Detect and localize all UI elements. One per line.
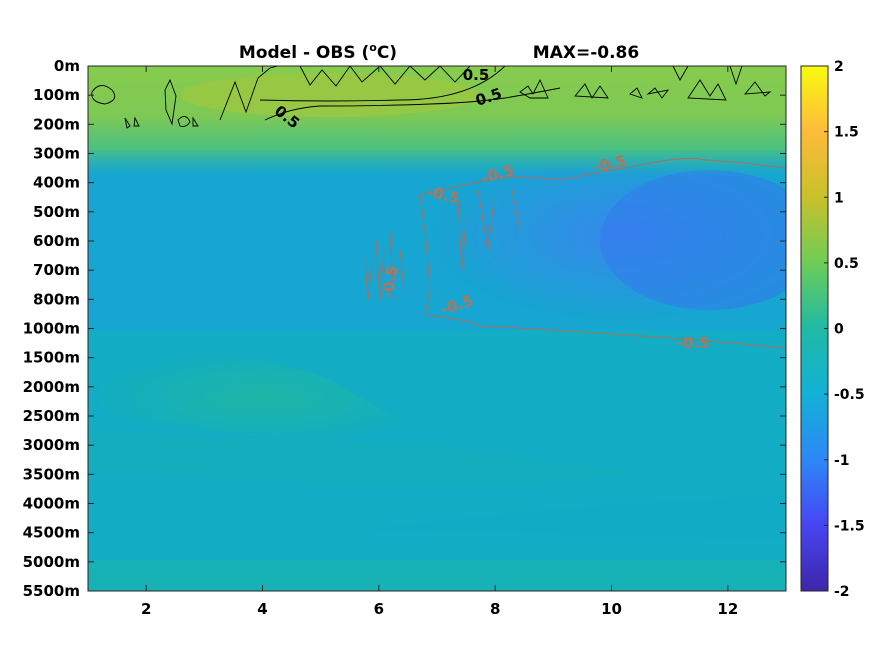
y-tick-label: 5000m [23,553,80,571]
y-tick-label: 700m [33,261,80,279]
y-tick-label: 3500m [23,465,80,483]
colorbar-tick-label: 0 [834,322,844,338]
heatmap-field [88,66,786,591]
y-tick-label: 5500m [23,582,80,600]
chart-title: Model - OBS (oC) [239,41,397,63]
colorbar-tick-label: 0.5 [834,256,859,272]
y-tick-label: 4000m [23,495,80,513]
y-tick-label: 800m [33,290,80,308]
colorbar-tick-label: -0.5 [834,387,865,403]
colorbar-axis: 2 1.5 1 0.5 0 -0.5 -1 -1.5 -2 [824,59,865,600]
negative-contours [364,157,786,349]
colorbar-tick-label: -2 [834,584,850,600]
colorbar-tick-label: 1.5 [834,125,859,141]
y-axis: 0m 100m 200m 300m 400m 500m 600m 700m 800m 1000m 1… [23,57,786,600]
colorbar-tick-label: -1.5 [834,518,865,534]
y-tick-label: 2500m [23,407,80,425]
colorbar-tick-label: 1 [834,190,844,206]
x-axis: 2 4 6 8 10 12 [141,66,738,618]
x-tick-label: 4 [257,600,267,618]
y-tick-label: 200m [33,115,80,133]
positive-contours [91,66,772,129]
y-tick-label: 2000m [23,378,80,396]
y-tick-label: 3000m [23,436,80,454]
x-tick-label: 8 [490,600,500,618]
y-tick-label: 1000m [23,320,80,338]
y-tick-label: 4500m [23,524,80,542]
x-tick-label: 2 [141,600,151,618]
contour-label: -0.5 [677,334,710,352]
colorbar-tick-label: -1 [834,453,850,469]
y-tick-label: 100m [33,86,80,104]
chart-max-label: MAX=-0.86 [533,43,639,63]
colorbar [800,65,829,592]
contour-label: 0.5 [463,66,490,84]
colorbar-tick-label: 2 [834,59,844,75]
y-tick-label: 500m [33,203,80,221]
y-tick-label: 0m [54,57,80,75]
y-tick-label: 300m [33,145,80,163]
y-tick-label: 1500m [23,349,80,367]
x-tick-label: 12 [717,600,738,618]
y-tick-label: 400m [33,174,80,192]
x-tick-label: 10 [601,600,622,618]
x-tick-label: 6 [374,600,384,618]
y-tick-label: 600m [33,232,80,250]
contour-label: -0.5 [378,264,401,299]
